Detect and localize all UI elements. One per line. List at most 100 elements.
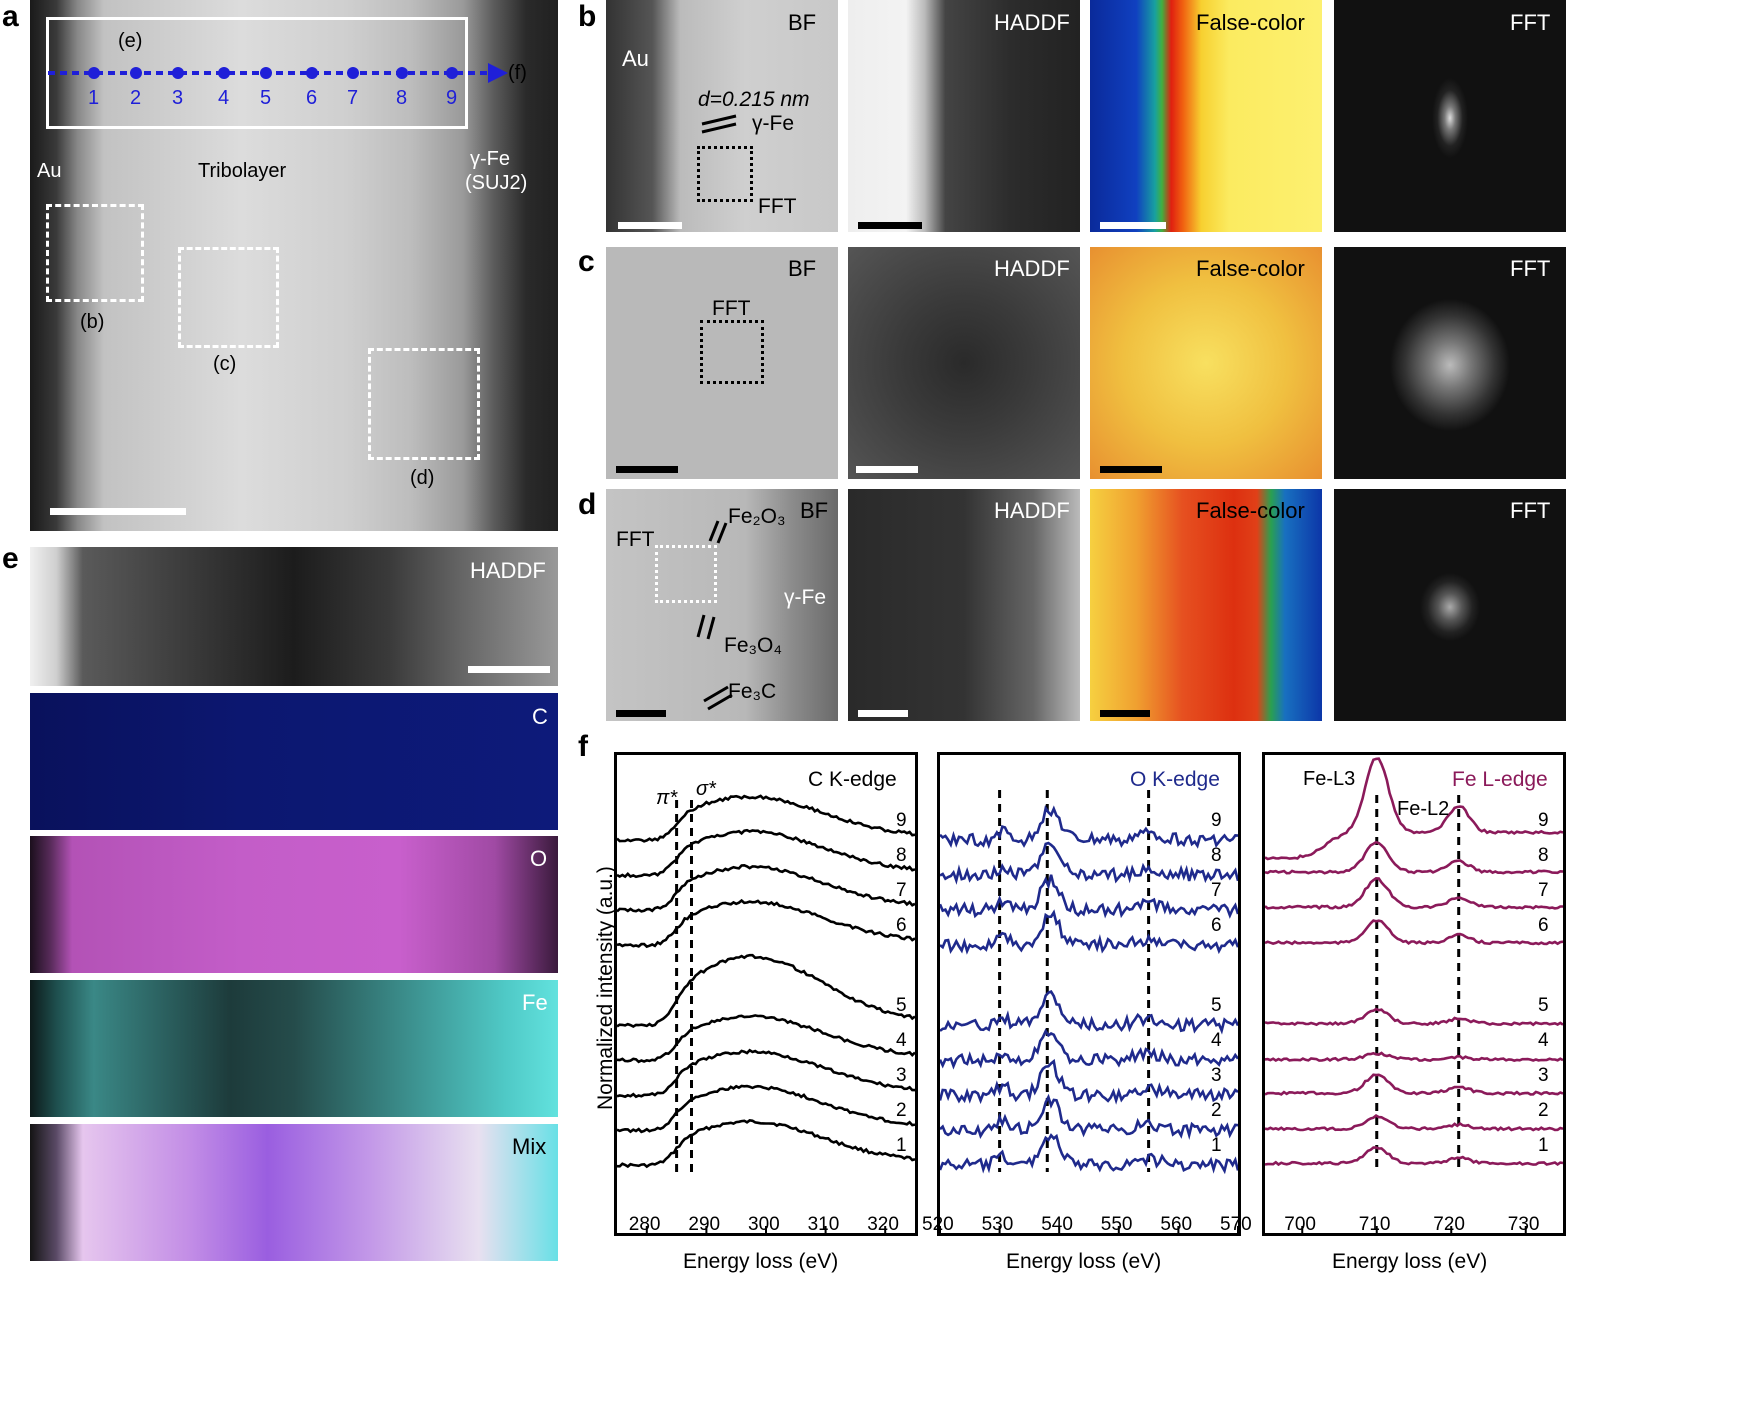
panel-d-fft	[1334, 489, 1566, 721]
panel-e-mix-map	[30, 1124, 558, 1261]
panel-a-suj2-label: (SUJ2)	[465, 172, 528, 194]
panel-a-gfe-label: γ-Fe	[470, 148, 510, 170]
panel-d-fft-tile-label: FFT	[1510, 498, 1551, 523]
spectrum-label-C-2: 2	[896, 1100, 907, 1121]
spectrum-label-O-2: 2	[1211, 1100, 1222, 1121]
panel-e-mix-label: Mix	[512, 1134, 547, 1159]
panel-f-fe-xlabel: Energy loss (eV)	[1332, 1250, 1488, 1273]
spectrum-label-Fe-9: 9	[1538, 810, 1549, 831]
spectrum-C-5	[616, 953, 916, 1028]
panel-c-haddf-label: HADDF	[994, 256, 1070, 281]
spectrum-C-3	[616, 1048, 915, 1099]
scan-point-label-8: 8	[396, 87, 407, 109]
panel-d-haddf	[848, 489, 1080, 721]
panel-letter-c: c	[578, 245, 595, 278]
spectrum-label-C-1: 1	[896, 1135, 907, 1156]
panel-b-lattice-marks	[701, 114, 737, 134]
panel-letter-e: e	[2, 542, 19, 575]
panel-f-sigma-mark: σ*	[696, 778, 716, 800]
scan-point-1	[88, 67, 100, 79]
panel-e-o-label: O	[530, 846, 548, 871]
spectrum-label-C-9: 9	[896, 810, 907, 831]
spectrum-C-2	[616, 1084, 916, 1134]
panel-e-fe-map	[30, 980, 558, 1117]
panel-d-gfe-label: γ-Fe	[784, 586, 826, 609]
spectrum-O-5	[939, 990, 1240, 1035]
spectrum-label-O-7: 7	[1211, 880, 1222, 901]
xtick-label: 730	[1507, 1214, 1540, 1235]
xtick-label: 710	[1358, 1214, 1391, 1235]
scan-point-label-5: 5	[260, 87, 271, 109]
spectrum-C-1	[616, 1119, 916, 1169]
panel-c-haddf-scale-bar	[856, 466, 918, 473]
panel-e-haddf	[30, 547, 558, 686]
panel-a-tribolayer-label: Tribolayer	[198, 160, 287, 182]
spectrum-Fe-4	[1264, 1051, 1564, 1063]
spectrum-label-Fe-3: 3	[1538, 1065, 1549, 1086]
panel-a-box-b	[46, 204, 144, 302]
spectrum-label-C-8: 8	[896, 845, 907, 866]
xtick-label: 570	[1220, 1214, 1252, 1235]
panel-a-au-label: Au	[37, 160, 62, 182]
spectrum-C-7	[616, 863, 916, 913]
scan-point-label-7: 7	[347, 87, 358, 109]
panel-c-fft	[1334, 247, 1566, 479]
panel-f-pi-mark: π*	[656, 787, 678, 809]
panel-c-bf-scale-bar	[616, 466, 678, 473]
spectrum-C-4	[616, 1014, 916, 1064]
spectrum-C-9	[616, 794, 916, 843]
spectrum-label-Fe-5: 5	[1538, 995, 1549, 1016]
panel-a-box-c-label: (c)	[213, 353, 237, 375]
xtick-label: 300	[748, 1214, 780, 1235]
panel-b-haddf-scale-bar	[858, 222, 922, 229]
panel-f-o-xlabel: Energy loss (eV)	[1006, 1250, 1162, 1273]
panel-e-haddf-label: HADDF	[470, 558, 546, 583]
panel-d-false-color-label: False-color	[1196, 498, 1305, 523]
scan-point-label-9: 9	[446, 87, 457, 109]
panel-f-fe-title: Fe L-edge	[1452, 768, 1548, 791]
panel-f-frame-fe	[1262, 752, 1566, 1236]
scan-point-6	[306, 67, 318, 79]
panel-c-false-color-label: False-color	[1196, 256, 1305, 281]
spectrum-O-8	[939, 841, 1240, 885]
scan-point-2	[130, 67, 142, 79]
xtick-label: 540	[1041, 1214, 1073, 1235]
panel-b-bf-label: BF	[788, 10, 817, 35]
panel-d-fe2o3-label: Fe₂O₃	[728, 505, 786, 528]
xtick-label: 720	[1433, 1214, 1465, 1235]
spectrum-Fe-6	[1264, 919, 1564, 946]
spectrum-Fe-1	[1264, 1146, 1564, 1167]
panel-c-fft-tile-label: FFT	[1510, 256, 1551, 281]
panel-a-roi-label: (e)	[118, 30, 143, 52]
spectrum-label-Fe-8: 8	[1538, 845, 1549, 866]
spectrum-O-2	[939, 1093, 1239, 1141]
scan-point-label-3: 3	[172, 87, 183, 109]
panel-b-bf-scale-bar	[618, 222, 682, 229]
panel-b-gfe-label: γ-Fe	[752, 112, 794, 135]
spectrum-label-Fe-1: 1	[1538, 1135, 1549, 1156]
xtick-label: 520	[922, 1214, 954, 1235]
panel-c-fft-box	[700, 320, 764, 384]
spectrum-Fe-2	[1264, 1114, 1564, 1132]
spectrum-O-3	[938, 1058, 1239, 1105]
spectrum-label-O-4: 4	[1211, 1030, 1222, 1051]
spectrum-O-9	[939, 805, 1239, 850]
panel-a-roi-rect	[46, 17, 468, 129]
panel-c-fft-label: FFT	[712, 297, 751, 320]
spectrum-label-O-6: 6	[1211, 915, 1222, 936]
panel-e-scale-bar	[468, 666, 550, 673]
spectrum-label-O-1: 1	[1211, 1135, 1222, 1156]
scan-point-label-6: 6	[306, 87, 317, 109]
scan-point-5	[260, 67, 272, 79]
panel-d-false-color-scale-bar	[1100, 710, 1150, 717]
panel-letter-b: b	[578, 0, 597, 33]
panel-a-arrow-label: (f)	[508, 62, 527, 84]
panel-c-bf	[606, 247, 838, 479]
spectrum-label-O-3: 3	[1211, 1065, 1222, 1086]
panel-d-bf	[606, 489, 838, 721]
panel-letter-a: a	[2, 0, 19, 33]
spectrum-O-1	[938, 1133, 1240, 1175]
spectrum-label-C-3: 3	[896, 1065, 907, 1086]
spectrum-Fe-8	[1264, 840, 1564, 875]
panel-c-haddf	[848, 247, 1080, 479]
